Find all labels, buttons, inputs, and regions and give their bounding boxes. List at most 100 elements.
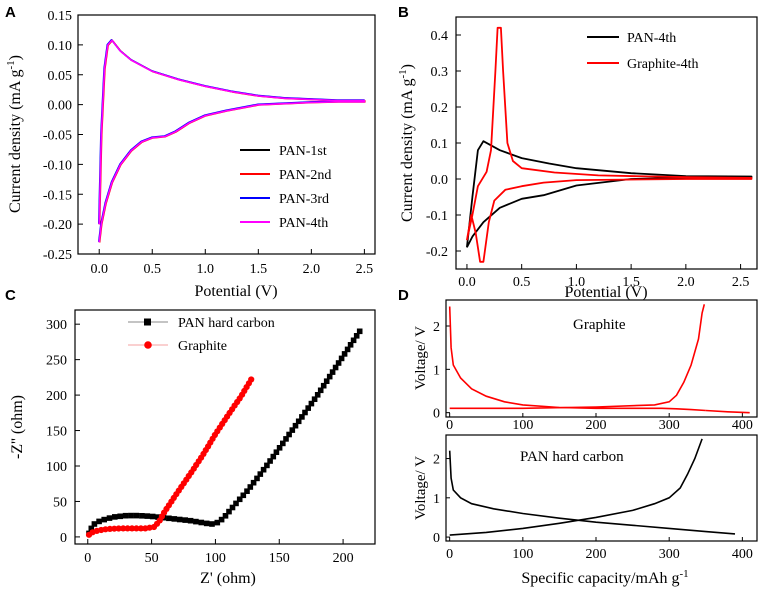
legend-marker-circle	[144, 341, 152, 349]
eis-point-graphite	[128, 525, 136, 532]
x-axis-label-a: Potential (V)	[194, 283, 277, 300]
eis-point-pan-hard-carbon	[240, 492, 247, 499]
legend-label: PAN-1st	[279, 144, 327, 159]
eis-point-pan-hard-carbon	[295, 418, 302, 425]
y-axis-a-tick-label: 0.10	[48, 39, 73, 54]
x-axis-b-tick-label: 2.5	[732, 275, 750, 290]
legend-label: PAN hard carbon	[178, 316, 275, 331]
x-axis-d-bottom-tick-label: 0	[446, 547, 453, 562]
y-axis-b-tick-label: 0.1	[431, 137, 449, 152]
eis-point-pan-hard-carbon	[299, 414, 305, 420]
eis-point-graphite	[124, 525, 131, 532]
eis-point-graphite	[120, 525, 127, 532]
eis-point-pan-hard-carbon	[260, 466, 267, 473]
eis-point-pan-hard-carbon	[254, 475, 260, 482]
legend-b: PAN-4th Graphite-4th	[587, 31, 699, 72]
eis-point-pan-hard-carbon	[112, 514, 118, 520]
eis-point-pan-hard-carbon	[329, 369, 336, 375]
eis-point-pan-hard-carbon	[335, 360, 342, 366]
eis-point-pan-hard-carbon	[314, 392, 321, 398]
y-axis-d-top-tick-label: 0	[433, 407, 440, 422]
panel-a: A 0.0 0.5 1.0 1.5 2.0 2.5 -0.25 -0.20 -0.15 -0.10…	[5, 4, 376, 300]
eis-point-pan-hard-carbon	[176, 516, 183, 523]
x-axis-a-tick-label: 0.0	[90, 262, 108, 277]
y-axis-label-d-bottom: Voltage/ V	[413, 456, 429, 520]
legend-label: Graphite-4th	[627, 57, 699, 72]
panel-label-b: B	[398, 4, 409, 21]
legend-label: PAN-4th	[279, 216, 328, 231]
y-axis-d-top-tick-label: 2	[433, 320, 440, 335]
eis-point-pan-hard-carbon	[222, 513, 229, 519]
eis-point-pan-hard-carbon	[273, 449, 280, 455]
cv-curve-graphite-4th	[466, 26, 753, 263]
eis-point-pan-hard-carbon	[353, 333, 360, 339]
eis-point-pan-hard-carbon	[350, 337, 357, 344]
eis-point-pan-hard-carbon	[96, 518, 102, 525]
eis-point-pan-hard-carbon	[155, 514, 161, 520]
x-axis-a-tick-label: 2.5	[356, 262, 374, 277]
eis-point-pan-hard-carbon	[139, 513, 145, 519]
y-axis-label-b: Current density (mA g-1)	[397, 64, 416, 222]
legend-label: PAN-3rd	[279, 192, 329, 207]
y-axis-d-bottom-tick-label: 2	[433, 453, 440, 468]
eis-point-pan-hard-carbon	[317, 387, 324, 394]
eis-point-pan-hard-carbon	[88, 525, 95, 532]
panel-label-d: D	[398, 287, 409, 304]
eis-point-pan-hard-carbon	[264, 462, 270, 469]
x-axis-d-bottom-tick-label: 100	[512, 547, 533, 562]
x-axis-d-top-tick-label: 100	[512, 418, 533, 433]
eis-point-pan-hard-carbon	[106, 515, 113, 521]
x-axis-d-bottom-tick-label: 300	[659, 547, 680, 562]
x-axis-d-top-tick-label: 300	[659, 418, 680, 433]
x-axis-c-tick-label: 200	[333, 551, 354, 566]
discharge-curve-graphite	[448, 306, 706, 412]
y-axis-c-tick-label: 300	[46, 318, 67, 333]
eis-point-pan-hard-carbon	[144, 513, 151, 519]
eis-point-pan-hard-carbon	[91, 521, 98, 527]
eis-point-pan-hard-carbon	[226, 508, 232, 515]
y-axis-c-tick-label: 100	[46, 460, 67, 475]
plot-frame-d-top	[445, 299, 758, 418]
plot-frame-b	[455, 16, 758, 270]
eis-point-pan-hard-carbon	[305, 405, 311, 411]
eis-point-pan-hard-carbon	[323, 378, 330, 384]
eis-point-pan-hard-carbon	[101, 516, 107, 523]
y-axis-b-tick-label: 0.3	[431, 65, 449, 80]
y-axis-label-d-top: Voltage/ V	[413, 326, 429, 390]
x-axis-b-tick-label: 0.5	[513, 275, 531, 290]
x-axis-b-tick-label: 0.0	[458, 275, 476, 290]
eis-point-pan-hard-carbon	[280, 440, 286, 447]
x-axis-b-tick-label: 1.5	[622, 275, 640, 290]
y-axis-b-tick-label: 0.0	[431, 173, 449, 188]
legend-a: PAN-1st PAN-2nd PAN-3rd PAN-4th	[240, 144, 331, 231]
x-axis-c-tick-label: 100	[205, 551, 226, 566]
eis-point-pan-hard-carbon	[122, 512, 129, 519]
eis-point-pan-hard-carbon	[233, 500, 239, 507]
eis-line-pan-hard-carbon	[88, 331, 361, 534]
y-axis-a-tick-label: -0.25	[43, 248, 72, 263]
charge-curve-pan-hard-carbon	[449, 438, 703, 536]
eis-point-pan-hard-carbon	[193, 518, 199, 525]
eis-point-pan-hard-carbon	[218, 516, 225, 523]
eis-point-pan-hard-carbon	[308, 400, 315, 407]
eis-point-pan-hard-carbon	[338, 355, 345, 362]
eis-point-pan-hard-carbon	[283, 436, 289, 442]
eis-point-graphite	[106, 525, 113, 533]
x-axis-a-tick-label: 0.5	[144, 262, 162, 277]
eis-point-graphite	[248, 376, 255, 383]
eis-point-pan-hard-carbon	[171, 516, 178, 522]
eis-point-pan-hard-carbon	[320, 382, 327, 389]
eis-point-pan-hard-carbon	[128, 512, 134, 519]
y-axis-a-tick-label: -0.10	[43, 158, 72, 173]
eis-point-pan-hard-carbon	[250, 479, 257, 486]
eis-point-graphite	[137, 525, 144, 532]
eis-point-pan-hard-carbon	[356, 328, 363, 335]
eis-point-pan-hard-carbon	[198, 519, 205, 526]
plot-frame-c	[74, 309, 376, 545]
cv-curve-pan-4th	[98, 39, 366, 243]
eis-point-pan-hard-carbon	[149, 513, 156, 520]
y-axis-c-tick-label: 50	[53, 495, 67, 510]
x-axis-b-tick-label: 2.0	[677, 275, 695, 290]
x-axis-d-bottom-tick-label: 400	[732, 547, 753, 562]
y-axis-d-bottom-tick-label: 0	[433, 531, 440, 546]
